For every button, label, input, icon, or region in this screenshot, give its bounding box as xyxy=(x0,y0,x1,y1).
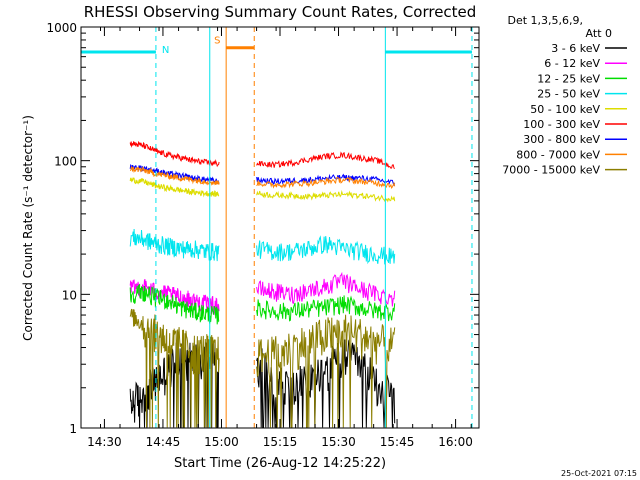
axes-layer: 1 10 100 1000 14:30 14:45 15:00 15:15 15:30 15:45… xyxy=(46,21,480,449)
series-line-4 xyxy=(129,228,220,262)
data-layer xyxy=(129,140,396,428)
legend-label: 3 - 6 keV xyxy=(551,42,600,55)
legend-label: 6 - 12 keV xyxy=(544,57,600,70)
legend-label: 50 - 100 keV xyxy=(530,103,600,116)
series-line-4 xyxy=(256,235,396,265)
x-tick-label: 15:15 xyxy=(263,435,298,449)
legend-label: 300 - 800 keV xyxy=(523,133,600,146)
legend-header-line-1: Det 1,3,5,6,9, xyxy=(507,14,583,27)
x-tick-label: 14:45 xyxy=(146,435,181,449)
annotation-label: S xyxy=(214,36,220,47)
y-tick-label: 1 xyxy=(69,422,77,436)
series-line-3 xyxy=(129,283,220,325)
series-line-2 xyxy=(129,279,220,316)
x-axis-label: Start Time (26-Aug-12 14:25:22) xyxy=(174,456,386,471)
series-line-5 xyxy=(129,176,220,198)
legend-label: 800 - 7000 keV xyxy=(516,148,600,161)
legend-label: 25 - 50 keV xyxy=(537,88,600,101)
series-line-9 xyxy=(256,314,396,428)
series-line-7 xyxy=(256,173,396,187)
y-tick-label: 10 xyxy=(62,288,77,302)
x-tick-label: 15:30 xyxy=(321,435,356,449)
y-tick-label: 100 xyxy=(54,155,77,169)
series-line-3 xyxy=(256,295,396,322)
legend-label: 100 - 300 keV xyxy=(523,118,600,131)
x-tick-label: 14:30 xyxy=(87,435,122,449)
legend-label: 12 - 25 keV xyxy=(537,72,600,85)
series-line-6 xyxy=(129,140,220,168)
series-line-8 xyxy=(130,165,220,186)
series-line-2 xyxy=(256,271,396,307)
legend-label: 7000 - 15000 keV xyxy=(502,164,600,177)
series-line-9 xyxy=(129,308,220,428)
y-axis-label: Corrected Count Rate (s⁻¹ detector⁻¹) xyxy=(21,115,35,341)
annotation-label: N xyxy=(162,45,169,56)
annotation-layer: NS xyxy=(81,27,473,428)
x-tick-label: 15:45 xyxy=(380,435,415,449)
timestamp: 25-Oct-2021 07:15 xyxy=(561,469,637,478)
legend-header-line-2: Att 0 xyxy=(586,27,612,40)
x-tick-label: 15:00 xyxy=(204,435,239,449)
series-line-6 xyxy=(256,151,395,170)
series-line-1 xyxy=(129,339,220,428)
chart-title: RHESSI Observing Summary Count Rates, Co… xyxy=(84,3,477,21)
series-line-8 xyxy=(256,176,396,190)
x-tick-label: 16:00 xyxy=(438,435,473,449)
legend: 3 - 6 keV 6 - 12 keV 12 - 25 keV 25 - 50 ke… xyxy=(502,42,627,177)
series-line-5 xyxy=(256,189,396,203)
y-tick-label: 1000 xyxy=(46,21,77,35)
